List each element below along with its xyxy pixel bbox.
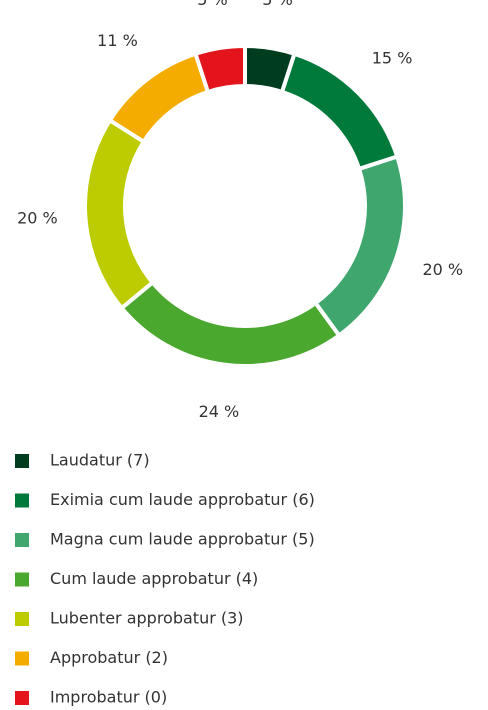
legend-swatch: [15, 691, 29, 705]
legend-swatch: [15, 612, 29, 626]
legend-swatch: [15, 572, 29, 587]
donut-slice: [118, 279, 342, 368]
legend-label: Cum laude approbatur (4): [50, 569, 258, 588]
slice-label: 15 %: [372, 48, 413, 67]
slice-label: 20 %: [422, 260, 463, 279]
legend-label: Eximia cum laude approbatur (6): [50, 490, 315, 509]
legend-swatch: [15, 651, 29, 666]
slice-label: 11 %: [97, 31, 138, 50]
slice-label: 5 %: [262, 0, 292, 9]
legend-swatch: [15, 493, 29, 508]
legend-label: Approbatur (2): [50, 648, 168, 667]
slice-label: 24 %: [199, 402, 240, 421]
donut-slice: [83, 117, 156, 311]
legend-label: Magna cum laude approbatur (5): [50, 530, 315, 549]
legend-swatch: [15, 454, 29, 468]
donut-slice: [279, 51, 400, 172]
legend-label: Improbatur (0): [50, 688, 167, 707]
slice-label: 5 %: [197, 0, 227, 9]
donut-slice: [193, 43, 247, 95]
legend-label: Lubenter approbatur (3): [50, 609, 244, 628]
legend-swatch: [15, 533, 29, 547]
legend-label: Laudatur (7): [50, 451, 150, 470]
donut-slice: [312, 154, 407, 339]
slice-label: 20 %: [17, 209, 58, 228]
donut-slice: [107, 51, 211, 145]
